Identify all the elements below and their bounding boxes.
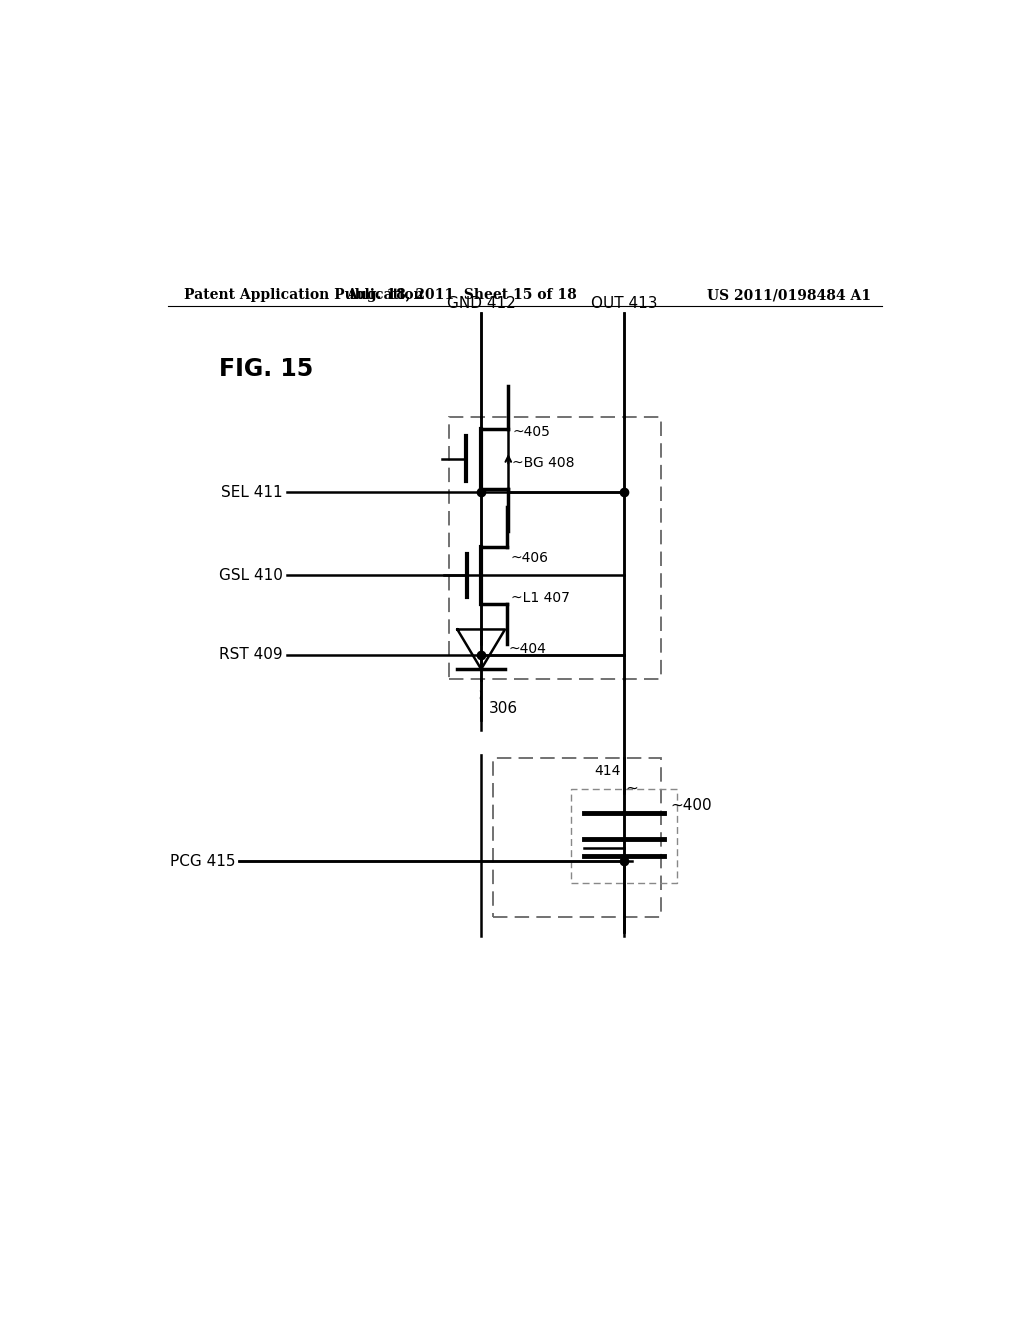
Text: ~405: ~405 (512, 425, 550, 438)
Text: OUT 413: OUT 413 (591, 296, 657, 312)
Text: 414: 414 (594, 764, 621, 777)
Text: GND 412: GND 412 (446, 296, 515, 312)
Text: ~: ~ (626, 780, 638, 795)
Text: ~400: ~400 (671, 799, 713, 813)
Text: ~406: ~406 (511, 552, 549, 565)
Text: ~: ~ (469, 689, 487, 704)
Text: Aug. 18, 2011  Sheet 15 of 18: Aug. 18, 2011 Sheet 15 of 18 (346, 288, 577, 302)
Bar (494, 758, 662, 916)
Text: FIG. 15: FIG. 15 (219, 356, 313, 381)
Bar (450, 417, 662, 678)
Text: ~BG 408: ~BG 408 (512, 457, 574, 470)
Text: GSL 410: GSL 410 (219, 568, 283, 583)
Text: Patent Application Publication: Patent Application Publication (183, 288, 423, 302)
Bar (570, 789, 677, 883)
Text: RST 409: RST 409 (219, 647, 283, 663)
Text: ~L1 407: ~L1 407 (511, 591, 569, 605)
Text: US 2011/0198484 A1: US 2011/0198484 A1 (708, 288, 871, 302)
Text: PCG 415: PCG 415 (170, 854, 236, 869)
Text: SEL 411: SEL 411 (221, 484, 283, 499)
Text: ~404: ~404 (509, 643, 547, 656)
Text: 306: 306 (489, 701, 518, 717)
